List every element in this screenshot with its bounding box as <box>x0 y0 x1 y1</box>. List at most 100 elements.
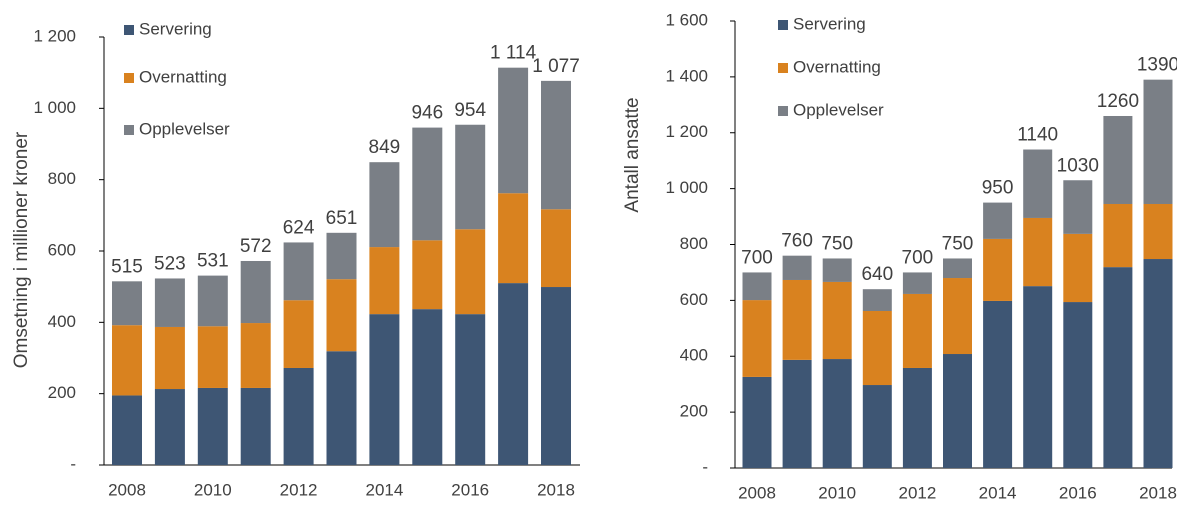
x-tick-label: 2016 <box>451 480 489 499</box>
bar-segment <box>782 359 812 468</box>
y-axis-label: Antall ansatte <box>622 97 643 212</box>
total-label: 1140 <box>1017 125 1058 146</box>
bar-segment <box>412 240 443 310</box>
total-label: 946 <box>411 103 443 124</box>
y-tick-label: 1 000 <box>33 98 76 117</box>
bar-segment <box>455 124 486 230</box>
bar-segment <box>1143 203 1173 260</box>
bar-segment <box>498 193 529 284</box>
bar-segment <box>326 279 357 352</box>
bar-segment <box>541 80 571 210</box>
bar-segment <box>197 326 228 388</box>
bar-segment <box>862 289 892 311</box>
bar-segment <box>822 281 852 360</box>
legend-label: Servering <box>793 14 866 33</box>
bar-segment <box>1063 233 1093 303</box>
y-axis-label: Omsetning i millioner kroner <box>11 131 32 368</box>
x-tick-label: 2008 <box>738 483 776 502</box>
legend-swatch <box>124 73 134 83</box>
total-label: 572 <box>240 236 272 257</box>
bar-segment <box>742 376 772 468</box>
bar-segment <box>902 272 932 294</box>
bar-segment <box>197 275 228 327</box>
y-tick-label: - <box>70 454 76 473</box>
y-tick-label: 1 400 <box>665 66 708 85</box>
x-tick-label: 2016 <box>1059 483 1097 502</box>
bar-segment <box>498 283 529 465</box>
total-label: 954 <box>454 100 486 121</box>
bar-segment <box>154 326 185 390</box>
total-label: 950 <box>982 178 1014 199</box>
bar-segment <box>782 279 812 360</box>
bar-segment <box>412 309 443 465</box>
bar-segment <box>1023 217 1053 287</box>
total-label: 700 <box>902 247 934 268</box>
total-label: 760 <box>781 231 813 252</box>
bar-segment <box>862 385 892 468</box>
bar-segment <box>1103 267 1133 468</box>
total-label: 1030 <box>1057 155 1099 176</box>
bar-segment <box>862 310 892 386</box>
bar-segment <box>154 389 185 465</box>
y-tick-label: 1 000 <box>665 178 708 197</box>
bar-segment <box>112 281 142 326</box>
y-tick-label: 800 <box>680 234 708 253</box>
total-label: 1 114 <box>490 43 537 64</box>
bar-segment <box>983 202 1013 239</box>
total-label: 624 <box>283 217 315 238</box>
bar-segment <box>822 359 852 468</box>
x-tick-label: 2018 <box>537 480 575 499</box>
total-label: 515 <box>111 256 143 277</box>
bar-segment <box>742 272 772 301</box>
y-tick-label: 1 600 <box>665 10 708 29</box>
legend-label: Overnatting <box>139 67 227 86</box>
bar-segment <box>1063 180 1093 234</box>
bar-segment <box>455 229 486 315</box>
bar-segment <box>240 323 271 388</box>
y-tick-label: 600 <box>680 290 708 309</box>
x-tick-label: 2014 <box>365 480 403 499</box>
bar-segment <box>154 278 185 327</box>
total-label: 531 <box>197 251 229 272</box>
y-tick-label: 1 200 <box>665 122 708 141</box>
bar-segment <box>902 293 932 368</box>
y-tick-label: 200 <box>680 402 708 421</box>
legend-swatch <box>124 25 134 35</box>
bar-segment <box>283 242 314 301</box>
y-tick-label: 400 <box>680 346 708 365</box>
legend-swatch <box>778 63 788 73</box>
bar-segment <box>326 351 357 465</box>
total-label: 1 077 <box>532 56 580 77</box>
bar-segment <box>1143 259 1173 468</box>
bar-segment <box>902 367 932 468</box>
x-tick-label: 2008 <box>108 480 146 499</box>
bar-segment <box>1023 149 1053 218</box>
bar-segment <box>197 387 228 465</box>
bar-segment <box>1143 79 1173 204</box>
total-label: 750 <box>942 233 974 254</box>
legend-label: Opplevelser <box>139 119 230 138</box>
bar-segment <box>943 354 972 468</box>
bar-segment <box>943 258 972 279</box>
bar-segment <box>1063 302 1093 468</box>
bar-segment <box>541 287 571 465</box>
bar-segment <box>369 247 400 315</box>
bar-segment <box>369 314 400 465</box>
x-tick-label: 2012 <box>280 480 318 499</box>
x-tick-label: 2014 <box>979 483 1017 502</box>
total-label: 640 <box>861 264 893 285</box>
bar-segment <box>326 232 357 280</box>
bar-segment <box>983 238 1013 301</box>
total-label: 651 <box>326 208 358 229</box>
bar-segment <box>943 278 972 355</box>
y-tick-label: 400 <box>48 312 76 331</box>
y-tick-label: 1 200 <box>33 26 76 45</box>
bar-segment <box>1023 286 1053 468</box>
total-label: 750 <box>821 233 853 254</box>
total-label: 523 <box>154 253 186 274</box>
bar-segment <box>455 314 486 465</box>
legend-label: Opplevelser <box>793 100 884 119</box>
total-label: 700 <box>741 247 773 268</box>
bar-segment <box>112 395 142 465</box>
